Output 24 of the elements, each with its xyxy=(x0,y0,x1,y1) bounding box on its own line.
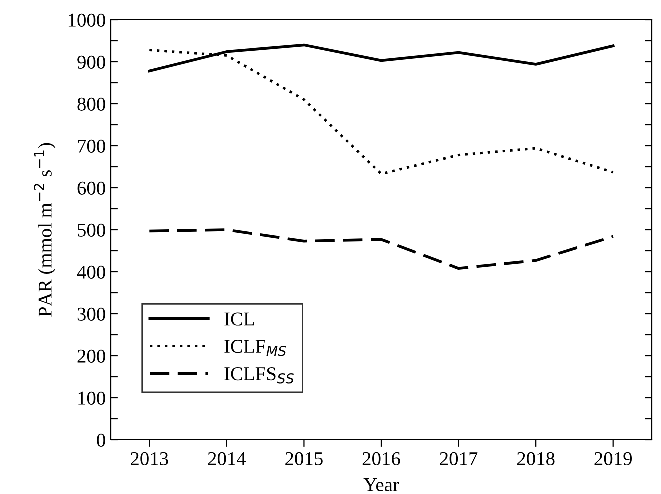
legend-label: ICLFS$_{SS}$ xyxy=(224,368,294,384)
x-tick-label: 2013 xyxy=(131,452,168,466)
y-tick-label: 100 xyxy=(78,392,106,405)
y-tick-label: 600 xyxy=(78,182,106,195)
line-series xyxy=(148,228,615,270)
legend-label: ICLF$_{MS}$ xyxy=(224,340,286,356)
y-tick-label: 400 xyxy=(77,266,106,279)
x-tick-label: 2018 xyxy=(517,452,555,466)
y-tick-label: 200 xyxy=(78,350,106,363)
x-tick-label: 2019 xyxy=(594,452,632,466)
y-tick-label: 0 xyxy=(97,434,106,447)
y-tick-label: 700 xyxy=(78,140,106,153)
y-tick-label: 500 xyxy=(78,224,106,237)
x-tick-label: 2016 xyxy=(362,452,400,466)
x-tick-label: 2015 xyxy=(286,452,323,466)
y-tick-label: 900 xyxy=(78,56,106,69)
x-tick-label: 2014 xyxy=(208,452,246,466)
x-tick-label: 2017 xyxy=(440,452,478,466)
y-tick-label: 800 xyxy=(78,98,106,111)
y-axis-title: PAR (mmol m$^{−2}$ s$^{−1}$) xyxy=(34,143,56,317)
y-tick-label: 1000 xyxy=(68,14,106,27)
x-axis-title: Year xyxy=(364,478,400,492)
legend-label: ICL xyxy=(224,312,254,326)
y-tick-label: 300 xyxy=(78,308,106,321)
